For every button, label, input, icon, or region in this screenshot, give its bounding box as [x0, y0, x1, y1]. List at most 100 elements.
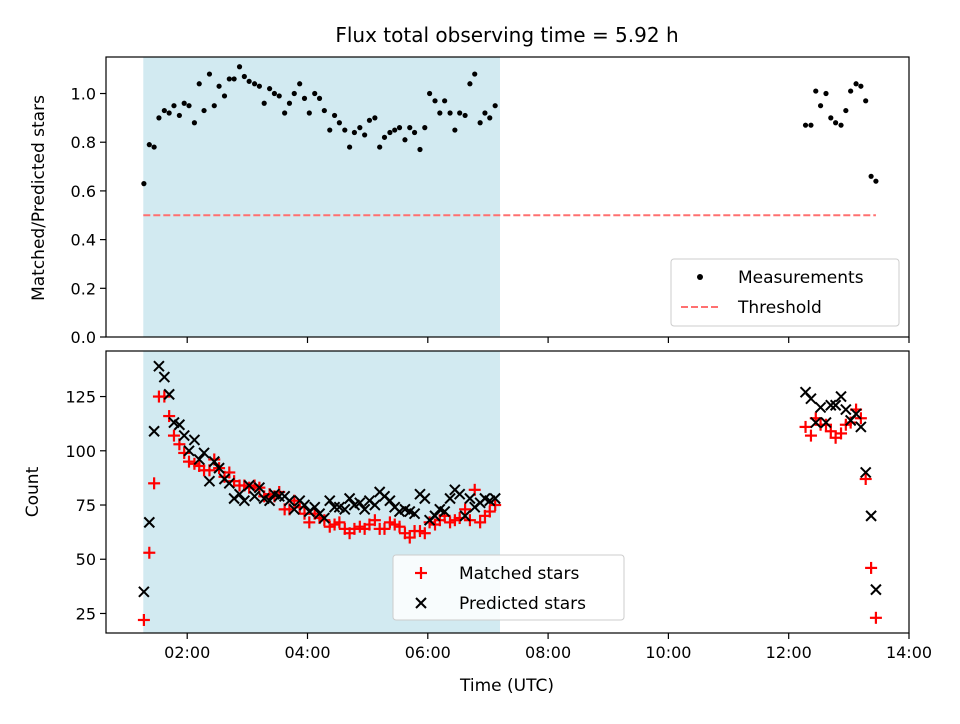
predicted-star-point: [369, 499, 381, 511]
predicted-star-point: [298, 499, 311, 511]
matched-star-point: [378, 522, 391, 535]
measurement-point: [427, 90, 433, 97]
matched-star-point: [483, 505, 496, 518]
measurement-point: [396, 125, 403, 131]
predicted-star-point: [318, 512, 331, 524]
matched-star-point: [333, 516, 346, 529]
measurement-point: [357, 125, 363, 131]
count-x-ticks: 02:00 04:00 06:00 08:00 10:00 12:00 14:00: [164, 633, 932, 662]
measurement-point: [327, 127, 333, 133]
measurement-point: [312, 90, 318, 97]
y-tick-label: 1.0: [71, 85, 96, 104]
matched-star-point: [859, 472, 872, 485]
predicted-star-point: [213, 462, 225, 474]
measurement-point: [347, 144, 353, 150]
measurement-point: [802, 122, 809, 128]
legend-matched-marker: [415, 567, 427, 579]
matched-star-point: [348, 522, 361, 535]
matched-star-point: [303, 516, 316, 529]
chart-title: Flux total observing time = 5.92 h: [335, 23, 678, 47]
x-axis-label: Time (UTC): [459, 676, 554, 696]
predicted-star-point: [253, 481, 266, 494]
y-tick-label: 75: [76, 496, 96, 515]
ratio-panel: 0.0 0.2 0.4 0.6 0.8 1.0 Matched/Predicted sta…: [29, 56, 910, 347]
predicted-star-point: [855, 421, 867, 433]
measurement-point: [186, 103, 192, 109]
x-tick-label: 12:00: [766, 643, 812, 662]
measurement-point: [176, 112, 182, 119]
x-tick-label: 08:00: [525, 643, 571, 662]
measurement-point: [331, 112, 338, 119]
y-tick-label: 0.6: [71, 182, 96, 201]
predicted-star-point: [148, 425, 160, 437]
predicted-star-point: [840, 403, 852, 416]
observing-window-span: [143, 57, 500, 337]
legend-predicted-marker: [415, 597, 427, 609]
measurement-point: [256, 83, 262, 89]
measurement-point: [306, 110, 312, 116]
predicted-star-point: [814, 401, 827, 414]
measurement-point: [226, 76, 232, 82]
measurement-point: [141, 181, 147, 187]
predicted-star-point: [810, 416, 822, 429]
matched-star-point: [869, 611, 882, 624]
measurement-point: [271, 90, 278, 97]
measurement-point: [843, 107, 849, 114]
matched-star-point: [418, 527, 431, 540]
measurement-point: [282, 110, 288, 116]
predicted-star-point: [324, 494, 336, 507]
measurement-point: [366, 117, 373, 123]
measurement-point: [808, 122, 814, 128]
predicted-star-point: [263, 494, 276, 507]
measurement-point: [261, 100, 267, 106]
matched-star-point: [183, 455, 196, 468]
measurement-point: [467, 81, 473, 87]
predicted-star-point: [138, 586, 150, 598]
measurement-point: [868, 173, 874, 179]
measurement-point: [362, 132, 368, 138]
y-tick-label: 50: [76, 550, 96, 569]
measurement-point: [411, 129, 418, 136]
count-axes-frame: [105, 350, 910, 634]
measurement-point: [196, 81, 202, 87]
matched-star-point: [243, 481, 256, 494]
y-tick-label: 0.8: [71, 133, 96, 152]
measurement-point: [156, 115, 162, 121]
predicted-star-point: [859, 466, 872, 479]
matched-star-point: [474, 516, 487, 529]
measurement-point: [236, 64, 243, 70]
predicted-star-point: [328, 501, 341, 513]
predicted-star-point: [419, 492, 431, 505]
predicted-star-point: [163, 388, 175, 401]
x-tick-label: 02:00: [164, 643, 210, 662]
measurement-point: [171, 103, 177, 109]
measurement-point: [201, 107, 207, 114]
predicted-star-point: [384, 494, 396, 507]
predicted-star-point: [288, 503, 300, 516]
measurement-point: [301, 95, 308, 101]
count-panel: 25 50 75 100 125 02:00 04:00 06:00 08:00 10:00 12…: [23, 350, 932, 696]
matched-star-point: [459, 503, 472, 516]
measurement-point: [492, 103, 498, 109]
matched-star-point: [844, 416, 857, 429]
measurement-point: [863, 98, 869, 104]
measurement-point: [381, 134, 388, 140]
predicted-star-point: [243, 479, 255, 492]
x-tick-label: 06:00: [405, 643, 451, 662]
ratio-y-axis-label: Matched/Predicted stars: [29, 95, 49, 301]
measurement-point: [402, 137, 408, 143]
measurement-point: [853, 81, 859, 87]
ratio-y-ticks: 0.0 0.2 0.4 0.6 0.8 1.0: [71, 85, 106, 347]
predicted-star-point: [459, 510, 471, 522]
y-tick-label: 25: [76, 604, 96, 623]
measurement-point: [437, 110, 443, 116]
predicted-star-points: [138, 360, 882, 598]
predicted-star-point: [238, 494, 251, 507]
measurement-point: [297, 81, 303, 87]
matched-star-point: [223, 466, 236, 479]
measurement-point: [392, 127, 398, 133]
predicted-star-point: [183, 445, 195, 457]
predicted-star-point: [354, 497, 366, 509]
matched-star-point: [137, 613, 150, 626]
